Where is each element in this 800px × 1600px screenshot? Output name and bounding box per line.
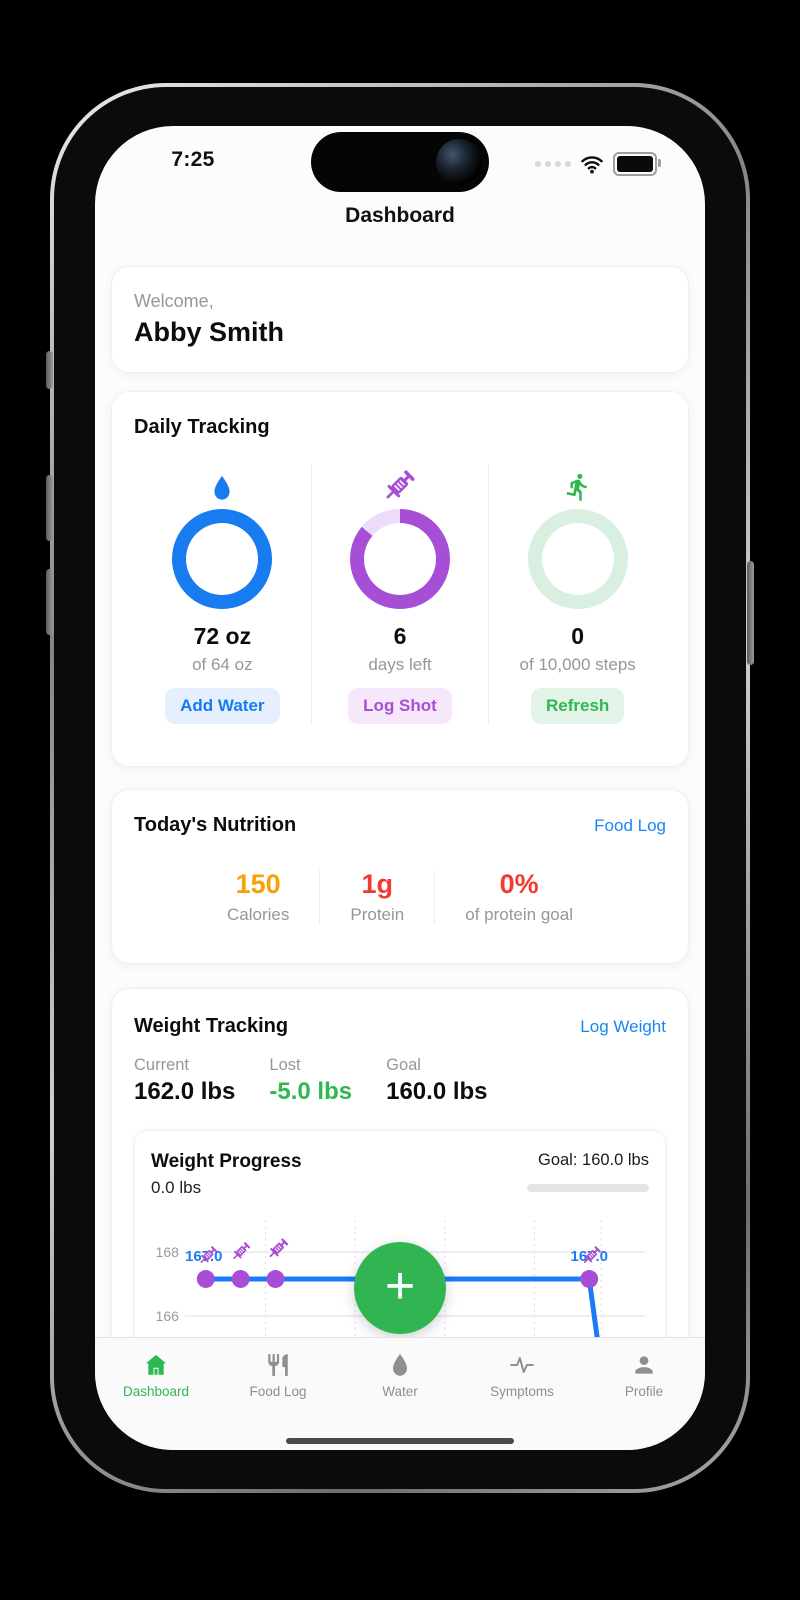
status-bar: 7:25 bbox=[95, 126, 705, 200]
power-button bbox=[747, 561, 754, 665]
tab-dashboard[interactable]: Dashboard bbox=[95, 1352, 217, 1399]
tab-symptoms[interactable]: Symptoms bbox=[461, 1352, 583, 1399]
pulse-icon bbox=[510, 1356, 534, 1374]
home-icon bbox=[145, 1354, 167, 1375]
tab-label: Profile bbox=[624, 1384, 664, 1399]
y-tick-166: 166 bbox=[156, 1308, 180, 1324]
battery-icon bbox=[613, 152, 661, 176]
protein-value: 1g bbox=[361, 869, 394, 899]
shot-value: 6 bbox=[393, 623, 407, 649]
steps-progress-ring bbox=[527, 509, 628, 609]
weight-stats: Current 162.0 lbs Lost -5.0 lbs Goal 160… bbox=[134, 1056, 666, 1106]
volume-up-button bbox=[46, 475, 53, 541]
mute-switch bbox=[46, 351, 53, 389]
protein-goal-stat: 0% of protein goal bbox=[465, 869, 573, 925]
dynamic-island bbox=[311, 132, 489, 192]
divider bbox=[434, 870, 436, 924]
status-time: 7:25 bbox=[171, 148, 215, 171]
nutrition-stats: 150 Calories 1g Protein 0% of bbox=[134, 869, 666, 925]
protein-goal-value: 0% bbox=[499, 869, 539, 899]
plus-icon: + bbox=[384, 1257, 416, 1315]
goal-progress-bar bbox=[527, 1184, 649, 1192]
shot-tracker: 6 days left Log Shot bbox=[310, 465, 489, 724]
calories-label: Calories bbox=[227, 905, 290, 924]
water-goal-label: of 64 oz bbox=[192, 655, 253, 674]
lost-weight-stat: Lost -5.0 lbs bbox=[269, 1056, 352, 1106]
protein-goal-label: of protein goal bbox=[465, 905, 573, 924]
lost-label: Lost bbox=[269, 1056, 301, 1074]
water-drop-icon bbox=[209, 465, 235, 503]
water-tracker: 72 oz of 64 oz Add Water bbox=[134, 465, 311, 724]
tab-label: Symptoms bbox=[490, 1384, 554, 1399]
water-progress-ring bbox=[172, 509, 273, 609]
calories-stat: 150 Calories bbox=[227, 869, 289, 925]
add-water-button[interactable]: Add Water bbox=[165, 688, 280, 724]
divider bbox=[319, 870, 321, 924]
daily-tracking-row: 72 oz of 64 oz Add Water 6 days lef bbox=[134, 465, 666, 724]
weight-progress-title: Weight Progress bbox=[151, 1151, 302, 1172]
lost-value: -5.0 lbs bbox=[269, 1078, 353, 1105]
wifi-icon bbox=[581, 156, 603, 174]
y-tick-168: 168 bbox=[156, 1244, 180, 1260]
weight-goal-label: Goal: 160.0 lbs bbox=[538, 1151, 649, 1169]
protein-stat: 1g Protein bbox=[350, 869, 404, 925]
phone-bezel: 7:25 bbox=[54, 87, 746, 1489]
home-indicator[interactable] bbox=[286, 1438, 514, 1444]
tab-label: Water bbox=[382, 1384, 418, 1399]
tab-food-log[interactable]: Food Log bbox=[217, 1352, 339, 1399]
steps-goal-label: of 10,000 steps bbox=[519, 655, 636, 674]
water-value: 72 oz bbox=[193, 623, 252, 649]
camera-icon bbox=[436, 139, 482, 185]
walking-icon bbox=[563, 465, 593, 503]
log-shot-button[interactable]: Log Shot bbox=[348, 688, 452, 724]
weight-tracking-title: Weight Tracking bbox=[134, 1015, 289, 1037]
steps-tracker: 0 of 10,000 steps Refresh bbox=[488, 465, 666, 724]
goal-label: Goal bbox=[386, 1056, 421, 1074]
cutlery-icon bbox=[268, 1354, 288, 1376]
welcome-card: Welcome, Abby Smith bbox=[111, 266, 689, 373]
person-icon bbox=[635, 1356, 653, 1374]
shot-sublabel: days left bbox=[368, 655, 432, 674]
steps-value: 0 bbox=[571, 623, 585, 649]
tab-bar: Dashboard Food Log Water bbox=[95, 1337, 705, 1450]
log-weight-link[interactable]: Log Weight bbox=[580, 1017, 666, 1036]
page-title: Dashboard bbox=[345, 204, 455, 227]
goal-weight-stat: Goal 160.0 lbs bbox=[386, 1056, 487, 1106]
weight-progress-current: 0.0 lbs bbox=[151, 1178, 202, 1197]
tab-water[interactable]: Water bbox=[339, 1352, 461, 1399]
nutrition-card: Today's Nutrition Food Log 150 Calories … bbox=[111, 789, 689, 964]
status-icons bbox=[535, 152, 661, 176]
drop-icon bbox=[393, 1353, 407, 1376]
food-log-link[interactable]: Food Log bbox=[594, 816, 666, 835]
tab-profile[interactable]: Profile bbox=[583, 1352, 705, 1399]
welcome-greeting: Welcome, bbox=[134, 291, 214, 311]
weight-data-points bbox=[196, 1270, 599, 1288]
goal-value: 160.0 lbs bbox=[386, 1078, 488, 1105]
cellular-dots-icon bbox=[535, 161, 571, 167]
daily-tracking-card: Daily Tracking 72 oz of 64 oz Add Water bbox=[111, 391, 689, 767]
calories-value: 150 bbox=[235, 869, 281, 899]
shot-progress-ring bbox=[350, 509, 450, 609]
current-weight-stat: Current 162.0 lbs bbox=[134, 1056, 235, 1106]
current-value: 162.0 lbs bbox=[134, 1078, 236, 1105]
volume-down-button bbox=[46, 569, 53, 635]
syringe-icon bbox=[382, 465, 418, 503]
syringe-marker bbox=[266, 1237, 290, 1261]
nutrition-title: Today's Nutrition bbox=[134, 814, 297, 836]
refresh-steps-button[interactable]: Refresh bbox=[531, 688, 625, 724]
current-label: Current bbox=[134, 1056, 190, 1074]
phone-frame: 7:25 bbox=[46, 83, 754, 1493]
daily-tracking-title: Daily Tracking bbox=[134, 416, 270, 438]
add-entry-fab[interactable]: + bbox=[354, 1242, 446, 1334]
tab-label: Food Log bbox=[249, 1384, 307, 1399]
tab-label: Dashboard bbox=[122, 1384, 190, 1399]
app-screen: 7:25 bbox=[95, 126, 705, 1450]
protein-label: Protein bbox=[350, 905, 405, 924]
user-name: Abby Smith bbox=[134, 317, 285, 347]
